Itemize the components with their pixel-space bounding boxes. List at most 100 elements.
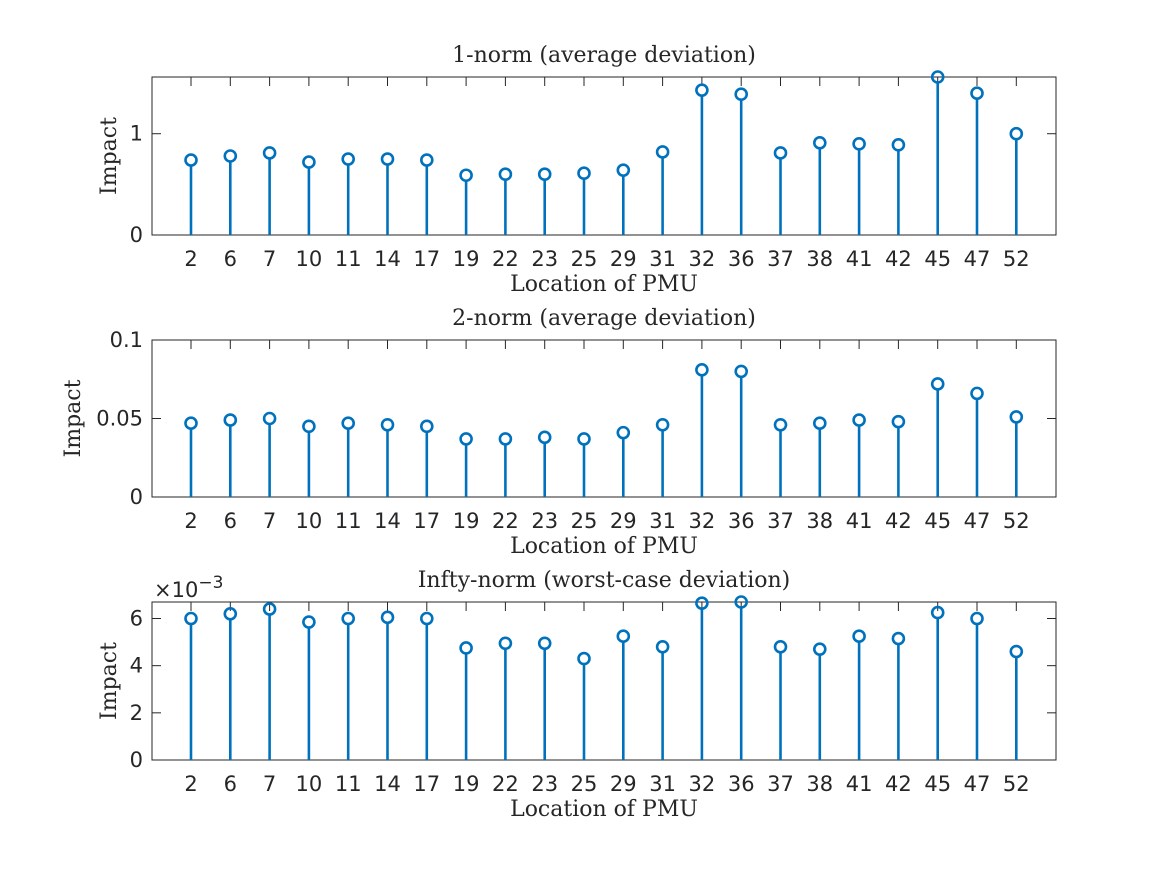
stem-marker [537, 636, 552, 651]
stem-marker [734, 364, 749, 379]
x-tick-label: 23 [531, 772, 558, 796]
x-tick-label: 47 [964, 247, 991, 271]
subplot-2: 2-norm (average deviation) Location of PM… [61, 306, 1057, 559]
stem-marker [341, 416, 356, 431]
stem-marker [223, 606, 238, 621]
x-tick-label: 2 [184, 772, 197, 796]
stem-marker [852, 413, 866, 427]
stem-marker [380, 417, 395, 432]
y-axis-label: Impact [97, 642, 122, 720]
stem-marker [223, 149, 238, 163]
stem-marker [459, 641, 473, 655]
stem-marker [891, 138, 906, 152]
x-tick-label: 37 [767, 509, 794, 533]
x-tick-label: 14 [374, 247, 401, 271]
stem-marker [380, 610, 395, 625]
x-tick-label: 14 [374, 772, 401, 796]
chart-title: Infty-norm (worst-case deviation) [418, 568, 791, 593]
y-tick-label: 0 [130, 748, 143, 772]
x-tick-label: 47 [964, 772, 991, 796]
stem-marker [577, 432, 591, 446]
x-tick-label: 2 [184, 247, 197, 271]
x-tick-label: 10 [296, 509, 323, 533]
stem-marker [262, 602, 277, 616]
stem-marker [302, 615, 316, 629]
stem-marker [419, 419, 434, 434]
x-tick-label: 11 [335, 247, 362, 271]
axes-box [151, 76, 1057, 236]
x-tick-label: 25 [571, 247, 598, 271]
stem-marker [812, 642, 827, 656]
stem-marker [537, 167, 552, 182]
stem-marker [930, 377, 945, 391]
stem-marker [852, 137, 866, 151]
stem-marker [419, 611, 434, 626]
stem-marker [341, 152, 356, 166]
x-tick-label: 37 [767, 772, 794, 796]
x-tick-label: 22 [492, 247, 519, 271]
stem-marker [1009, 126, 1024, 141]
y-tick-label: 4 [130, 654, 143, 678]
stem-marker [734, 595, 749, 609]
stem-marker [695, 596, 709, 610]
stem-marker [970, 611, 984, 626]
x-tick-label: 52 [1003, 509, 1030, 533]
chart-title: 2-norm (average deviation) [452, 306, 756, 331]
stem-marker [891, 631, 906, 646]
x-tick-label: 10 [296, 772, 323, 796]
x-tick-label: 22 [492, 772, 519, 796]
x-tick-label: 23 [531, 509, 558, 533]
stem-marker [380, 152, 395, 166]
x-tick-label: 45 [924, 247, 951, 271]
stem-marker [341, 611, 356, 626]
stem-marker [812, 416, 827, 431]
y-tick-label: 6 [130, 607, 143, 631]
stem-marker [655, 145, 670, 159]
stem-marker [459, 168, 473, 183]
x-tick-label: 19 [453, 509, 480, 533]
y-exponent-base: ×10 [154, 578, 198, 602]
stem-marker [812, 136, 827, 150]
stem-marker [1009, 644, 1024, 659]
y-tick-label: 0.05 [96, 407, 143, 431]
stem-marker [419, 153, 434, 167]
x-tick-label: 11 [335, 772, 362, 796]
x-tick-label: 42 [885, 772, 912, 796]
x-tick-label: 37 [767, 247, 794, 271]
stem-marker [577, 166, 591, 181]
stem-marker [223, 413, 238, 427]
axes-box [151, 339, 1057, 498]
x-tick-label: 23 [531, 247, 558, 271]
x-tick-label: 31 [649, 247, 676, 271]
stem-marker [852, 629, 866, 643]
chart-title: 1-norm (average deviation) [452, 43, 756, 68]
x-axis-label: Location of PMU [510, 797, 698, 822]
stem-marker [262, 411, 277, 426]
x-axis-label: Location of PMU [510, 272, 698, 297]
stem-marker [184, 416, 198, 431]
stem-marker [734, 87, 749, 102]
x-tick-label: 36 [728, 772, 755, 796]
x-tick-label: 22 [492, 509, 519, 533]
stem-marker [184, 153, 198, 167]
x-tick-label: 29 [610, 772, 637, 796]
x-tick-label: 31 [649, 772, 676, 796]
y-exponent-power: −3 [198, 573, 223, 593]
x-tick-label: 17 [413, 247, 440, 271]
x-tick-label: 29 [610, 509, 637, 533]
stem-marker [970, 386, 984, 401]
x-tick-label: 11 [335, 509, 362, 533]
stem-marker [773, 417, 788, 432]
y-axis-label: Impact [97, 117, 122, 195]
stem-marker [459, 432, 473, 446]
x-tick-label: 32 [689, 247, 716, 271]
x-tick-label: 36 [728, 509, 755, 533]
stem-marker [695, 83, 709, 97]
axes-box [151, 601, 1057, 761]
x-tick-label: 7 [263, 509, 276, 533]
x-tick-label: 7 [263, 247, 276, 271]
x-tick-label: 31 [649, 509, 676, 533]
stem-marker [773, 146, 788, 160]
y-tick-label: 1 [130, 122, 143, 146]
